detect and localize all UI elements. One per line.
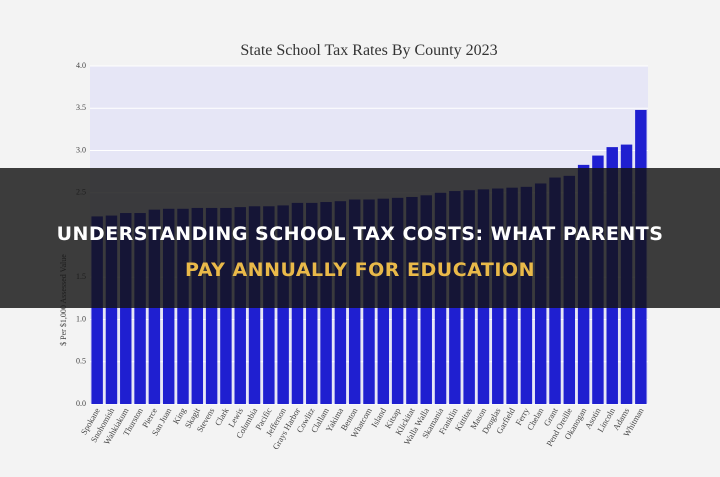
banner-line-1: UNDERSTANDING SCHOOL TAX COSTS: WHAT PAR… bbox=[57, 223, 664, 245]
y-tick-label: 3.0 bbox=[76, 145, 86, 154]
y-tick-label: 3.5 bbox=[76, 103, 86, 112]
banner bbox=[0, 168, 720, 308]
bar bbox=[120, 213, 132, 404]
y-tick-label: 0.5 bbox=[76, 357, 86, 366]
chart-title: State School Tax Rates By County 2023 bbox=[240, 42, 497, 59]
y-tick-label: 1.0 bbox=[76, 314, 86, 323]
y-tick-label: 4.0 bbox=[76, 61, 86, 70]
bar bbox=[105, 215, 118, 404]
bar bbox=[134, 213, 146, 404]
y-tick-label: 0.0 bbox=[76, 399, 86, 408]
bar bbox=[91, 216, 103, 404]
banner-line-2: PAY ANNUALLY FOR EDUCATION bbox=[185, 259, 535, 281]
